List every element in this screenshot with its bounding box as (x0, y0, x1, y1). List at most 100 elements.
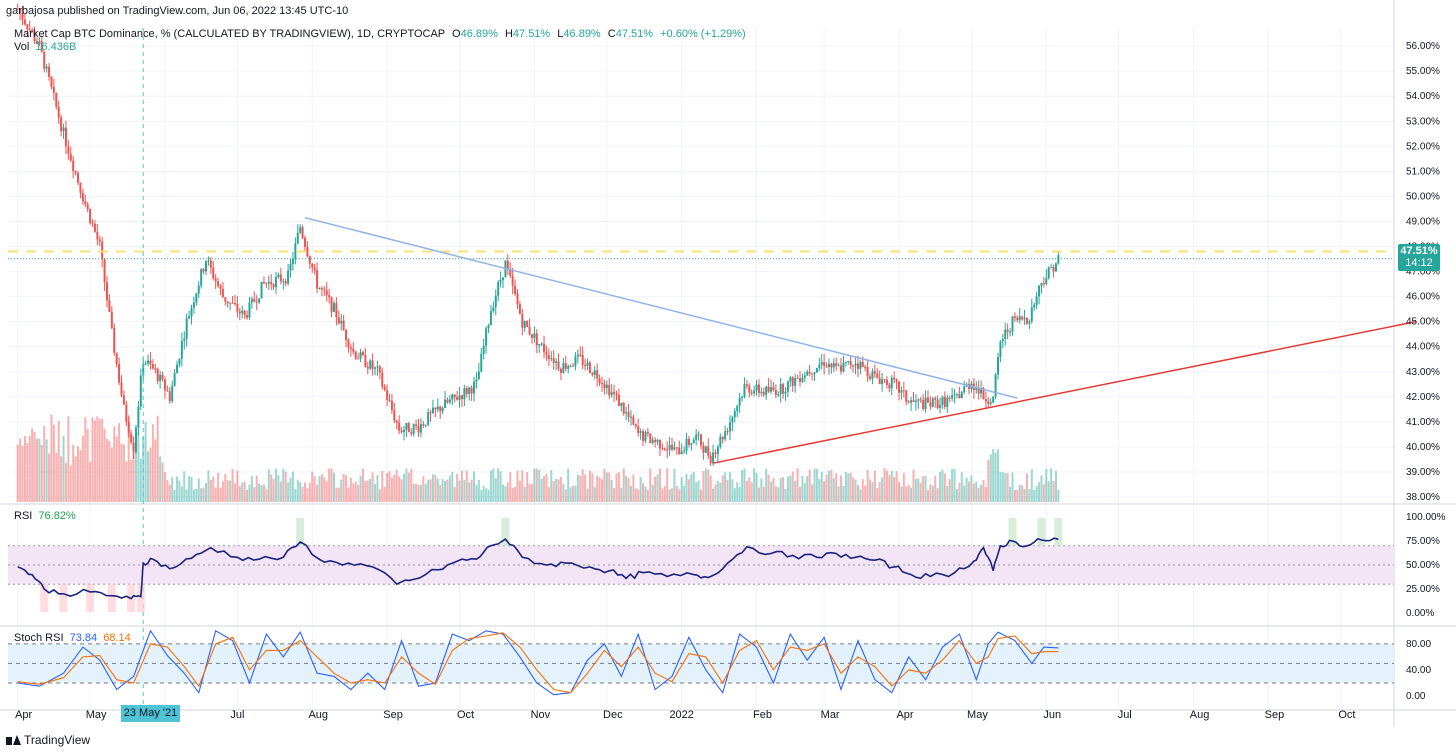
candle-body (958, 394, 961, 399)
candle-body (207, 260, 210, 262)
volume-bar (576, 474, 579, 502)
candle-body (818, 364, 821, 369)
trendlines (8, 28, 1416, 708)
candle-body (43, 51, 46, 69)
volume-bar (57, 421, 60, 502)
volume-bar (939, 471, 942, 502)
volume-bar (743, 468, 746, 502)
candle-body (311, 263, 314, 268)
price-pane[interactable] (8, 3, 1416, 708)
volume-bar (774, 486, 777, 502)
volume-bar (690, 474, 693, 502)
volume-bar (559, 476, 562, 502)
volume-bar (721, 475, 724, 502)
candle-body (28, 29, 31, 31)
candle-body (984, 399, 987, 402)
candle-body (982, 388, 985, 400)
volume-bar (108, 440, 111, 502)
candle-body (93, 223, 96, 232)
rsi-oversold-zone (107, 584, 116, 612)
symbol-legend[interactable]: Market Cap BTC Dominance, % (CALCULATED … (14, 28, 746, 40)
volume-bar (704, 468, 707, 502)
volume-bar (588, 470, 591, 502)
candle-body (632, 416, 635, 425)
candle-body (1030, 307, 1033, 322)
volume-bar (272, 478, 275, 502)
candle-body (354, 351, 357, 359)
candle-body (832, 363, 835, 368)
volume-bar (106, 438, 108, 502)
volume-bar (340, 479, 343, 502)
volume-bar (151, 424, 154, 502)
stoch-legend[interactable]: Stoch RSI 73.84 68.14 (14, 632, 131, 644)
candle-body (405, 423, 408, 430)
candle-body (782, 383, 785, 394)
candle-body (62, 127, 65, 132)
volume-bar (1038, 482, 1041, 502)
candle-body (1018, 316, 1021, 321)
candle-body (743, 384, 746, 397)
volume-bar (342, 473, 345, 502)
candle-body (741, 396, 744, 398)
volume-bar (1025, 473, 1028, 502)
volume-bar (724, 472, 727, 502)
candle-body (260, 281, 263, 299)
volume-bar (820, 471, 823, 502)
volume-bar (357, 484, 360, 502)
volume-bar (709, 475, 712, 502)
candle-body (603, 383, 606, 388)
candle-body (719, 436, 722, 447)
candle-body (953, 394, 956, 396)
candle-body (456, 397, 459, 400)
volume-bar (608, 472, 611, 502)
volume-bar (943, 473, 946, 502)
candle-body (518, 304, 521, 314)
candle-body (195, 293, 198, 303)
candle-body (726, 431, 729, 433)
candle-body (596, 370, 599, 379)
volume-bar (579, 475, 582, 502)
time-axis-tick: Feb (753, 709, 772, 721)
rsi-pane[interactable] (8, 518, 1394, 612)
volume-bar (371, 472, 374, 502)
stoch-rsi-pane[interactable] (8, 629, 1394, 696)
candle-body (205, 261, 207, 272)
volume-bar (386, 473, 389, 502)
candle-body (700, 434, 702, 446)
candle-body (378, 366, 381, 373)
volume-bar (678, 489, 681, 502)
candle-body (526, 321, 529, 327)
volume-bar (277, 475, 280, 502)
volume-bar (345, 475, 348, 502)
stoch-axis-tick: 0.00 (1406, 691, 1426, 702)
price-axis-tick: 53.00% (1406, 116, 1440, 127)
candle-body (837, 365, 840, 367)
volume-bar (844, 471, 847, 502)
volume-bar (919, 483, 922, 502)
volume-bar (1047, 481, 1050, 502)
candle-body (1035, 296, 1038, 305)
candle-body (557, 361, 560, 369)
candle-body (494, 295, 497, 308)
candle-body (651, 439, 654, 443)
candle-body (910, 400, 913, 403)
candle-body (364, 355, 367, 367)
close-value: 47.51% (615, 28, 654, 40)
candle-body (750, 392, 753, 394)
candle-body (733, 411, 736, 418)
candle-body (728, 422, 731, 432)
volume-bar (369, 478, 372, 502)
volume-bar (45, 439, 48, 502)
volume-bar (323, 477, 326, 502)
rsi-legend[interactable]: RSI 76.82% (14, 510, 76, 522)
volume-bar (113, 426, 116, 502)
candle-body (777, 394, 780, 396)
volume-bar (33, 431, 36, 502)
volume-bar (226, 480, 229, 502)
candle-body (118, 364, 121, 383)
volume-bar (840, 475, 843, 502)
volume-bar (1023, 488, 1026, 502)
stoch-label: Stoch RSI (14, 632, 64, 644)
candle-body (499, 279, 502, 283)
